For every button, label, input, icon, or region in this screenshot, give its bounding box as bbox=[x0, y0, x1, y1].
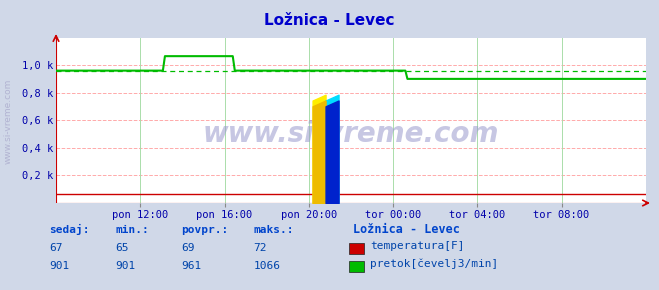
Text: 901: 901 bbox=[49, 261, 70, 271]
Text: www.si-vreme.com: www.si-vreme.com bbox=[203, 119, 499, 148]
Text: min.:: min.: bbox=[115, 225, 149, 235]
Text: 65: 65 bbox=[115, 243, 129, 253]
Text: povpr.:: povpr.: bbox=[181, 225, 229, 235]
Text: 961: 961 bbox=[181, 261, 202, 271]
Text: Ložnica - Levec: Ložnica - Levec bbox=[264, 13, 395, 28]
Text: pretok[čevelj3/min]: pretok[čevelj3/min] bbox=[370, 259, 499, 269]
Text: temperatura[F]: temperatura[F] bbox=[370, 241, 465, 251]
Text: maks.:: maks.: bbox=[254, 225, 294, 235]
Text: www.si-vreme.com: www.si-vreme.com bbox=[3, 79, 13, 164]
Text: 901: 901 bbox=[115, 261, 136, 271]
Text: 67: 67 bbox=[49, 243, 63, 253]
Text: Ložnica - Levec: Ložnica - Levec bbox=[353, 224, 459, 236]
Text: 72: 72 bbox=[254, 243, 267, 253]
Text: sedaj:: sedaj: bbox=[49, 224, 90, 235]
Text: 1066: 1066 bbox=[254, 261, 281, 271]
Text: 69: 69 bbox=[181, 243, 194, 253]
